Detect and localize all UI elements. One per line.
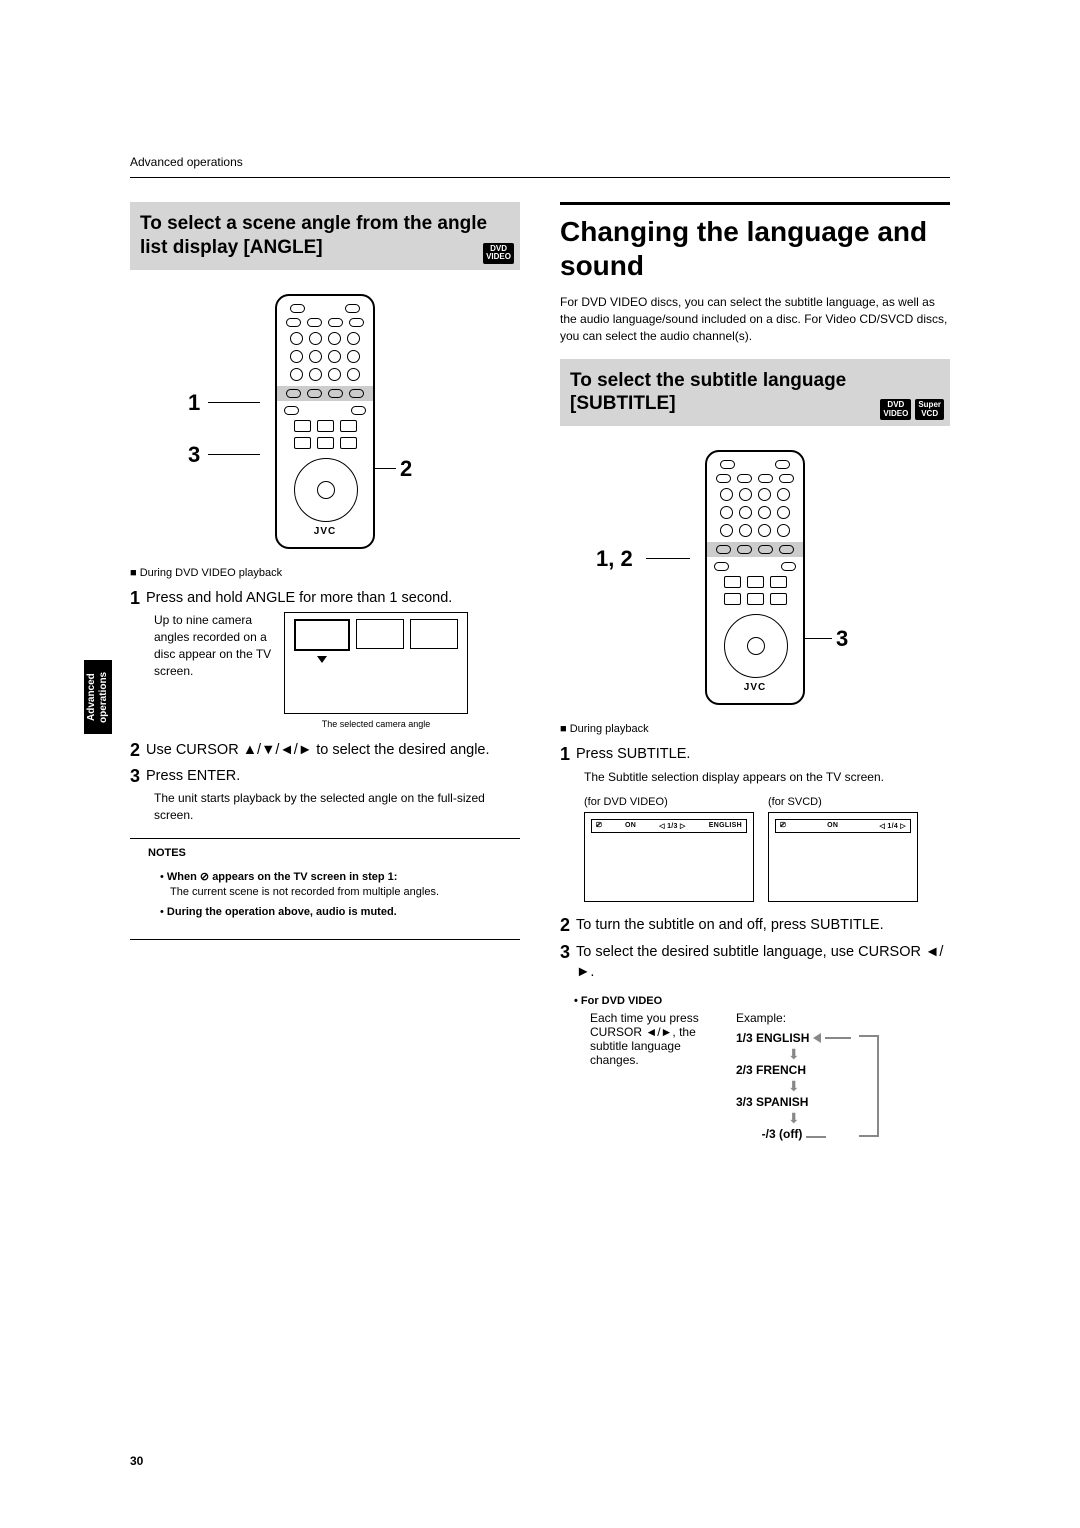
right-step-3: 3 To select the desired subtitle languag… [560,943,950,982]
step-1-number: 1 [130,589,140,609]
step-1-text: Press and hold ANGLE for more than 1 sec… [146,589,452,609]
callout-3: 3 [188,442,200,468]
header-rule [130,177,950,178]
for-dvd-video-label: (for DVD VIDEO) [584,796,754,808]
right-step-1-text: Press SUBTITLE. [576,745,690,765]
step-3-text: Press ENTER. [146,767,240,787]
right-step-1-number: 1 [560,745,570,765]
right-step-2-text: To turn the subtitle on and off, press S… [576,916,884,936]
breadcrumb: Advanced operations [130,155,950,169]
during-playback-text: During playback [570,723,649,735]
step-3-number: 3 [130,767,140,787]
angle-thumb-caption: The selected camera angle [284,718,468,731]
right-step-3-number: 3 [560,943,570,963]
right-step-2: 2 To turn the subtitle on and off, press… [560,916,950,936]
remote-control-illustration: JVC [275,294,375,549]
for-dvd-note: • For DVD VIDEO [574,995,950,1007]
two-column-layout: To select a scene angle from the angle l… [130,202,950,1143]
note-1: When ⊘ appears on the TV screen in step … [160,870,520,901]
angle-thumb-selected [294,619,350,651]
left-column: To select a scene angle from the angle l… [130,202,520,1143]
notes-title: NOTES [148,847,520,859]
jvc-logo: JVC [314,526,336,537]
step-2-number: 2 [130,741,140,761]
page-number: 30 [130,1454,143,1468]
dvd-screen-example: ⎚ ON ◁ 1/3 ▷ ENGLISH [584,812,754,902]
dvd-screen-banner: ⎚ ON ◁ 1/3 ▷ ENGLISH [591,819,747,833]
right-step-1-sub: The Subtitle selection display appears o… [584,769,950,786]
notes-box: NOTES When ⊘ appears on the TV screen in… [130,838,520,940]
during-playback-context: ■ During playback [560,723,950,735]
during-context-text: During DVD VIDEO playback [140,567,282,579]
step-1-sub-text: Up to nine camera angles recorded on a d… [154,612,274,679]
changing-language-heading: Changing the language and sound [560,215,950,282]
remote-subtitle-diagram: 1, 2 3 JVC [560,450,950,705]
page-content: Advanced operations To select a scene an… [0,0,1080,1143]
step-2: 2 Use CURSOR ▲/▼/◄/► to select the desir… [130,741,520,761]
notes-list: When ⊘ appears on the TV screen in step … [160,870,520,920]
right-step-2-number: 2 [560,916,570,936]
cycle-item-off: -/3 (off) [736,1127,851,1142]
language-cycle-example: Each time you press CURSOR ◄/►, the subt… [590,1011,950,1144]
right-step-1: 1 Press SUBTITLE. [560,745,950,765]
note-2: During the operation above, audio is mut… [160,905,520,920]
sidebar-tab: Advanced operations [84,660,112,734]
step-1-sub: Up to nine camera angles recorded on a d… [154,612,520,731]
remote-control-illustration-2: JVC [705,450,805,705]
example-label: Example: [736,1011,879,1025]
angle-thumb-3 [410,619,458,649]
during-context: ■ During DVD VIDEO playback [130,567,520,579]
right-column: Changing the language and sound For DVD … [560,202,950,1143]
callout-2: 2 [400,456,412,482]
subtitle-section-heading-text: To select the subtitle language [SUBTITL… [570,370,846,415]
super-vcd-badge: Super VCD [915,399,944,420]
svcd-screen-banner: ⎚ ON ◁ 1/4 ▷ [775,819,911,833]
dvd-video-badge-2: DVD VIDEO [880,399,911,420]
angle-section-heading: To select a scene angle from the angle l… [130,202,520,270]
callout-1: 1 [188,390,200,416]
remote-angle-diagram: 1 3 2 [130,294,520,549]
cycle-item-1: 1/3 ENGLISH [736,1031,809,1045]
dvd-video-badge: DVD VIDEO [483,243,514,264]
right-step-3-text: To select the desired subtitle language,… [576,943,950,982]
cycle-item-3: 3/3 SPANISH [736,1095,851,1109]
step-3: 3 Press ENTER. [130,767,520,787]
changing-language-intro: For DVD VIDEO discs, you can select the … [560,294,950,344]
step-3-sub: The unit starts playback by the selected… [154,790,520,824]
jvc-logo-2: JVC [744,682,766,693]
angle-thumbnails-panel: The selected camera angle [284,612,468,731]
angle-thumb-2 [356,619,404,649]
for-svcd-label: (for SVCD) [768,796,918,808]
right-section-rule [560,202,950,205]
step-1: 1 Press and hold ANGLE for more than 1 s… [130,589,520,609]
example-text: Each time you press CURSOR ◄/►, the subt… [590,1011,720,1144]
step-2-text: Use CURSOR ▲/▼/◄/► to select the desired… [146,741,490,761]
callout-3-right: 3 [836,626,848,652]
cycle-item-2: 2/3 FRENCH [736,1063,851,1077]
svcd-screen-example: ⎚ ON ◁ 1/4 ▷ [768,812,918,902]
subtitle-display-examples: (for DVD VIDEO) ⎚ ON ◁ 1/3 ▷ ENGLISH (fo… [584,796,950,902]
angle-section-heading-text: To select a scene angle from the angle l… [140,213,487,258]
subtitle-section-heading: To select the subtitle language [SUBTITL… [560,359,950,427]
callout-1-2: 1, 2 [596,546,633,572]
